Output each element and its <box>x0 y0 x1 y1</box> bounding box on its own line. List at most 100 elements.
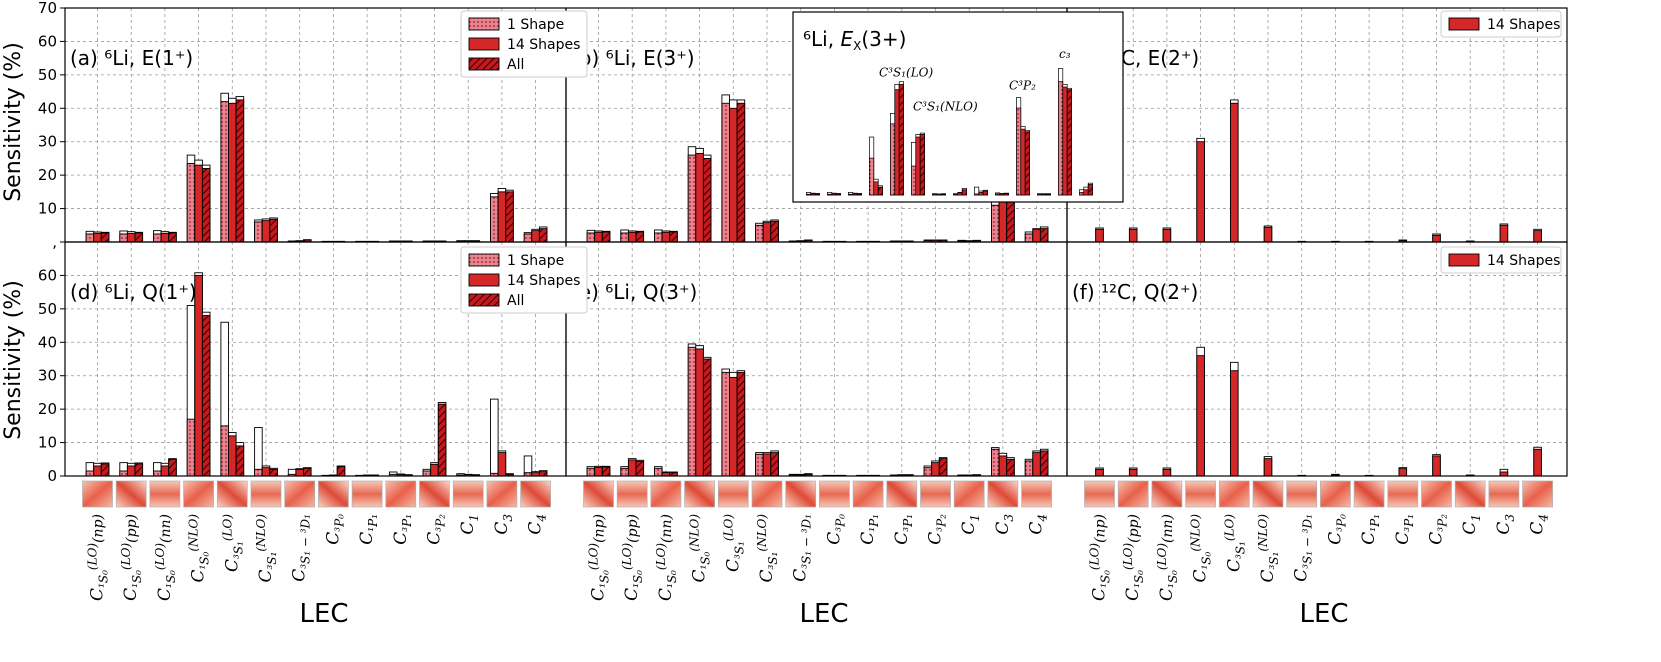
x-tick-label: C¹S₀(NLO) <box>688 514 713 583</box>
bar-1-shape <box>85 233 95 243</box>
bar-all <box>736 371 746 477</box>
thumbnail-image <box>1252 480 1284 508</box>
bar-14-shapes <box>1032 229 1041 243</box>
inset-bar <box>1083 189 1089 196</box>
inset-annotation: C³S₁(NLO) <box>913 100 978 114</box>
bar-all <box>134 463 144 477</box>
thumbnail-image <box>987 480 1019 508</box>
x-tick-label: C³S₁(NLO) <box>1256 514 1281 583</box>
legend-box <box>1440 246 1562 274</box>
bar-all <box>303 467 312 477</box>
bar-14-shapes <box>1499 224 1509 243</box>
bar-1-shape <box>153 470 162 477</box>
panel-title: (f) ¹²C, Q(2⁺) <box>1072 280 1198 304</box>
thumbnail-image <box>149 480 181 508</box>
bar-1-shape <box>186 418 196 477</box>
y-tick-label: 60 <box>38 266 57 284</box>
bar-14-shapes <box>430 463 439 477</box>
x-tick-label: C4 <box>1027 514 1050 535</box>
x-tick-label: C¹S₀(LO)(np) <box>587 514 612 601</box>
x-tick-label: C¹S₀(NLO) <box>1189 514 1214 583</box>
bar-max-1-shape <box>490 398 499 477</box>
inset-bar <box>810 193 816 196</box>
legend-swatch <box>1448 17 1480 31</box>
bar-all <box>201 168 211 243</box>
y-tick-label: 20 <box>38 400 57 418</box>
x-axis-label-right: LEC <box>1299 599 1348 629</box>
thumbnail-image <box>216 480 248 508</box>
bar-14-shapes <box>160 465 170 477</box>
x-tick-label: C³P₂ <box>1427 514 1450 545</box>
inset-bar <box>1087 184 1093 196</box>
thumbnail-image <box>583 480 614 508</box>
bar-all <box>168 232 177 243</box>
bar-1-shape <box>620 232 629 243</box>
bar-all <box>601 466 611 477</box>
legend-label: 14 Shapes <box>507 37 580 53</box>
x-tick-label: C¹S₀(NLO) <box>187 514 212 583</box>
thumbnail-image <box>785 480 817 508</box>
panel-frame <box>1066 241 1568 477</box>
bar-all <box>538 471 548 477</box>
bar-1-shape <box>755 224 764 243</box>
bar-14-shapes <box>762 222 772 243</box>
thumbnail-image <box>1320 480 1351 508</box>
bar-1-shape <box>254 468 263 477</box>
thumbnail-image <box>852 480 884 508</box>
thumbnail-image <box>1522 480 1553 508</box>
inset-bar <box>915 136 921 196</box>
inset-bar <box>953 194 959 196</box>
bar-14-shapes <box>1432 234 1441 243</box>
bar-14-shapes <box>1230 370 1239 477</box>
legend-swatch <box>468 273 500 287</box>
thumbnail-image <box>886 480 918 508</box>
bar-14-shapes <box>194 274 203 477</box>
bar-all <box>100 463 110 477</box>
y-tick-label: 20 <box>38 166 57 184</box>
thumbnail-image <box>1286 480 1318 508</box>
bar-all <box>770 452 779 477</box>
legend-swatch <box>468 253 500 267</box>
x-tick-label: C³S₁(LO) <box>1222 514 1247 572</box>
x-tick-label: C4 <box>526 514 549 535</box>
legend-label: 14 Shapes <box>507 273 580 289</box>
x-tick-labels: C¹S₀(LO)(np) C¹S₀(LO)(pp) C¹S₀(LO)(nn) C¹S₀… <box>587 514 1050 601</box>
thumbnail-row <box>1084 480 1553 508</box>
inset-bar <box>1079 192 1085 196</box>
bar-all <box>1039 450 1049 477</box>
inset-bar <box>1003 193 1009 196</box>
bar-14-shapes <box>695 348 704 477</box>
bar-14-shapes <box>160 232 170 243</box>
thumbnail-image <box>385 480 417 508</box>
bar-1-shape <box>687 154 697 243</box>
bar-14-shapes <box>1230 102 1239 243</box>
inset-bar <box>982 190 988 196</box>
thumbnail-image <box>684 480 715 508</box>
y-axis-label-bottom: Sensitivity (%) <box>1 280 26 440</box>
bar-1-shape <box>490 196 499 243</box>
inset-bar <box>957 192 963 196</box>
bar-all <box>437 403 447 477</box>
bar-14-shapes <box>1128 468 1138 477</box>
x-tick-label: C¹S₀(LO)(np) <box>86 514 111 601</box>
bar-14-shapes <box>729 376 738 477</box>
x-tick-label: C³P₀ <box>824 514 847 545</box>
bar-all <box>269 468 278 477</box>
inset-bar <box>1041 193 1047 196</box>
x-tick-label: C¹S₀(LO)(pp) <box>620 514 645 601</box>
inset-title: ⁶Li, EX(3+) <box>803 27 906 53</box>
inset-bar <box>1016 107 1022 196</box>
y-tick-label: 10 <box>38 200 57 218</box>
panel-frame <box>1066 7 1568 243</box>
x-tick-label: C³P₁ <box>1393 514 1416 545</box>
bar-all <box>505 191 514 243</box>
bar-all <box>669 231 678 243</box>
bar-1-shape <box>85 470 95 477</box>
bar-14-shapes <box>1533 448 1542 477</box>
x-tick-label: C³P₂ <box>926 514 949 545</box>
panel-b: (b) ⁶Li, E(3⁺) <box>565 7 1068 243</box>
legend: 14 Shapes <box>1440 10 1562 38</box>
x-tick-label: C¹P₁ <box>357 514 380 545</box>
bar-all <box>1006 198 1015 243</box>
y-axis-label-top: Sensitivity (%) <box>1 42 26 202</box>
